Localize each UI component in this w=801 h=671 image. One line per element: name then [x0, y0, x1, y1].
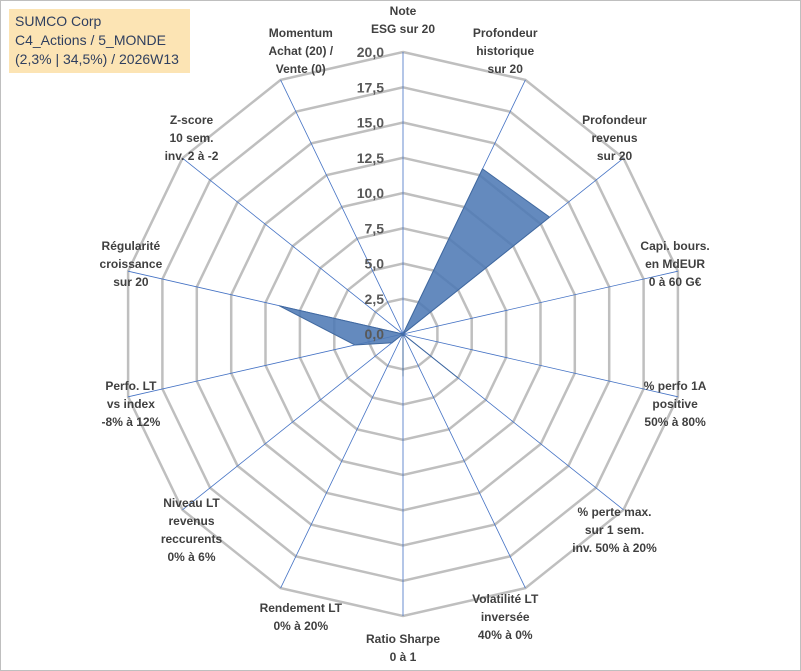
axis-label: % perte max. sur 1 sem. inv. 50% à 20% — [572, 505, 657, 555]
chart-title-box: SUMCO Corp C4_Actions / 5_MONDE (2,3% | … — [9, 9, 190, 73]
axis-label-line: 0% à 20% — [273, 619, 328, 633]
title-stats: (2,3% | 34,5%) / 2026W13 — [15, 51, 179, 67]
axis-label-line: revenus — [168, 514, 214, 528]
label-layer: Note ESG sur 20 Profondeur historique sur 20… — [100, 4, 710, 664]
axis-spoke — [402, 270, 678, 335]
axis-label-line: Volatilité LT — [472, 592, 539, 606]
data-point — [482, 168, 483, 170]
axis-label-line: % perfo 1A — [644, 379, 707, 393]
axis-label-line: historique — [476, 44, 534, 58]
axis-label: Z-score 10 sem. inv. 2 à -2 — [165, 113, 219, 163]
axis-label: % perfo 1A positive 50% à 80% — [644, 379, 707, 429]
axis-label-line: Perfo. LT — [105, 379, 157, 393]
tick-label: 7,5 — [365, 220, 385, 236]
tick-label: 2,5 — [365, 291, 385, 307]
tick-label: 0,0 — [365, 326, 385, 342]
axis-label-line: 0 à 60 G€ — [649, 275, 702, 289]
data-point — [278, 305, 280, 307]
axis-label: Profondeur historique sur 20 — [473, 26, 538, 76]
axis-label-line: reccurents — [161, 532, 223, 546]
axis-label-line: -8% à 12% — [102, 415, 161, 429]
data-point — [457, 377, 459, 379]
tick-label: 5,0 — [365, 256, 385, 272]
tick-label: 20,0 — [357, 44, 384, 60]
tick-label: 17,5 — [357, 79, 384, 95]
axis-label-line: Profondeur — [582, 113, 647, 127]
axis-label-line: sur 1 sem. — [585, 523, 644, 537]
axis-label: Niveau LT revenus reccurents 0% à 6% — [161, 496, 223, 564]
axis-label-line: sur 20 — [113, 275, 149, 289]
axis-label-line: 0 à 1 — [390, 650, 417, 664]
series-layer — [278, 168, 551, 379]
axis-label-line: 50% à 80% — [644, 415, 706, 429]
axis-label: Note ESG sur 20 — [371, 4, 435, 36]
data-point — [354, 344, 356, 346]
axis-label-line: sur 20 — [488, 62, 524, 76]
axis-label-line: 0% à 6% — [167, 550, 215, 564]
axis-spoke — [402, 333, 678, 398]
axis-label-line: Capi. bours. — [640, 239, 709, 253]
axis-label-line: 10 sem. — [169, 131, 213, 145]
axis-label-line: inv. 2 à -2 — [165, 149, 219, 163]
axis-label-line: Z-score — [170, 113, 214, 127]
axis-label-line: positive — [652, 397, 698, 411]
title-company: SUMCO Corp — [15, 13, 102, 29]
axis-spoke — [182, 157, 404, 335]
axis-label-line: sur 20 — [597, 149, 633, 163]
axis-label: Régularité croissance sur 20 — [100, 239, 163, 289]
series-area — [279, 168, 551, 379]
axis-label-line: Profondeur — [473, 26, 538, 40]
data-point — [391, 342, 393, 344]
axis-spoke — [280, 333, 404, 589]
axis-label: Rendement LT 0% à 20% — [260, 601, 343, 633]
axis-label-line: Vente (0) — [276, 62, 326, 76]
tick-label: 15,0 — [357, 115, 384, 131]
data-point — [402, 333, 404, 335]
tick-label: 12,5 — [357, 150, 384, 166]
axis-label: Ratio Sharpe 0 à 1 — [366, 632, 440, 664]
axis-spoke — [402, 333, 526, 589]
axis-label: Perfo. LT vs index -8% à 12% — [102, 379, 161, 429]
tick-layer: 0,0 2,5 5,0 7,5 10,0 12,5 15,0 17,5 20,0 — [357, 44, 384, 342]
axis-spoke — [182, 333, 404, 511]
axis-label: Volatilité LT inversée 40% à 0% — [472, 592, 539, 642]
axis-label-line: 40% à 0% — [478, 628, 533, 642]
axis-label-line: revenus — [591, 131, 637, 145]
title-category: C4_Actions / 5_MONDE — [15, 32, 166, 48]
axis-label-line: en MdEUR — [645, 257, 705, 271]
axis-label: Momentum Achat (20) / Vente (0) — [268, 26, 333, 76]
axis-label-line: Niveau LT — [163, 496, 220, 510]
axis-label-line: inv. 50% à 20% — [572, 541, 657, 555]
axis-label-line: Régularité — [102, 239, 161, 253]
axis-label-line: ESG sur 20 — [371, 22, 435, 36]
axis-label-line: Ratio Sharpe — [366, 632, 440, 646]
axis-label: Profondeur revenus sur 20 — [582, 113, 647, 163]
data-point — [402, 375, 404, 377]
axis-label-line: vs index — [107, 397, 155, 411]
axis-spoke — [280, 79, 404, 335]
axis-label-line: Achat (20) / — [268, 44, 333, 58]
axis-label-line: Note — [390, 4, 417, 18]
axis-label-line: % perte max. — [577, 505, 651, 519]
axis-label-line: croissance — [100, 257, 163, 271]
axis-label-line: Rendement LT — [260, 601, 343, 615]
data-point — [549, 216, 551, 218]
axis-label-line: Momentum — [269, 26, 333, 40]
axis-label-line: inversée — [481, 610, 530, 624]
tick-label: 10,0 — [357, 185, 384, 201]
axis-label: Capi. bours. en MdEUR 0 à 60 G€ — [640, 239, 709, 289]
